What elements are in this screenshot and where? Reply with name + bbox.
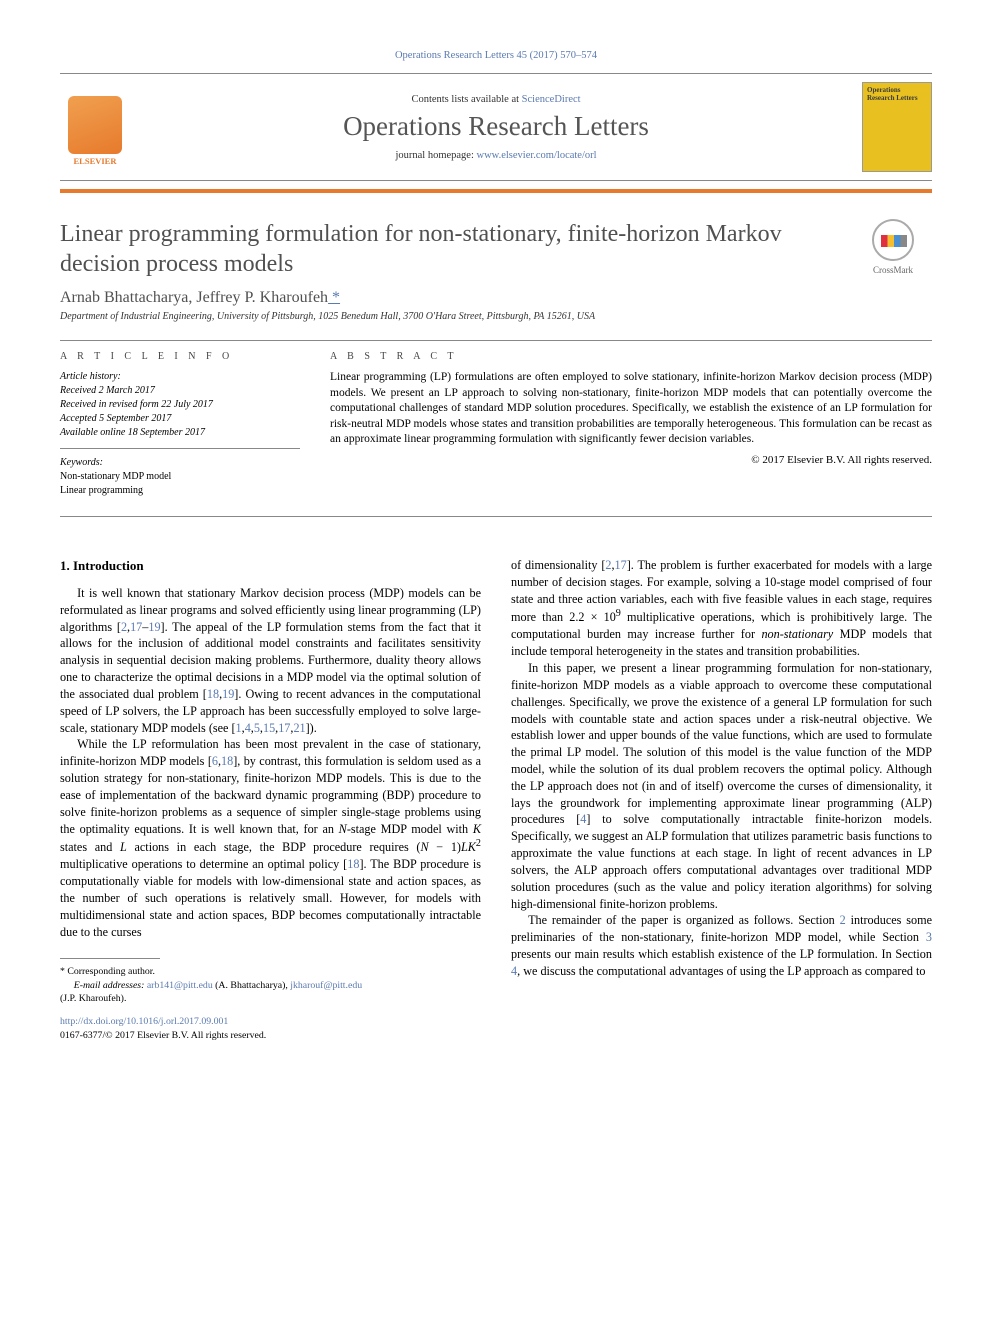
p4b: ] to solve computationally intractable f…	[511, 812, 932, 910]
keywords-label: Keywords:	[60, 457, 300, 468]
history-online: Available online 18 September 2017	[60, 426, 300, 440]
keyword-1: Non-stationary MDP model	[60, 470, 300, 484]
title-left: Linear programming formulation for non-s…	[60, 219, 838, 322]
var-L: L	[120, 840, 127, 854]
ref-link[interactable]: 19	[148, 620, 160, 634]
crossmark-label: CrossMark	[873, 265, 913, 275]
email-line: E-mail addresses: arb141@pitt.edu (A. Bh…	[60, 979, 481, 1005]
left-col-footer: * Corresponding author. E-mail addresses…	[60, 958, 481, 1042]
var-N: N	[339, 822, 347, 836]
p5a: The remainder of the paper is organized …	[528, 913, 840, 927]
ref-link[interactable]: 18	[347, 857, 359, 871]
crossmark-badge[interactable]: CrossMark	[854, 219, 932, 322]
ref-link[interactable]: 19	[222, 687, 234, 701]
homepage-prefix: journal homepage:	[395, 150, 476, 161]
divider-2	[60, 516, 932, 517]
history-received: Received 2 March 2017	[60, 384, 300, 398]
para-5: The remainder of the paper is organized …	[511, 912, 932, 979]
article-history: Article history: Received 2 March 2017 R…	[60, 370, 300, 449]
elsevier-tree-icon	[68, 96, 122, 154]
ref-link[interactable]: 17	[278, 721, 290, 735]
elsevier-logo[interactable]: ELSEVIER	[60, 88, 130, 166]
p1d: ]).	[306, 721, 317, 735]
keyword-2: Linear programming	[60, 484, 300, 498]
page-root: Operations Research Letters 45 (2017) 57…	[0, 0, 992, 1092]
p5d: , we discuss the computational advantage…	[517, 964, 925, 978]
orange-divider	[60, 189, 932, 193]
section-1-heading: 1. Introduction	[60, 557, 481, 575]
para-1: It is well known that stationary Markov …	[60, 585, 481, 736]
history-accepted: Accepted 5 September 2017	[60, 412, 300, 426]
title-block: Linear programming formulation for non-s…	[60, 219, 932, 322]
article-info-heading: A R T I C L E I N F O	[60, 351, 300, 362]
history-revised: Received in revised form 22 July 2017	[60, 398, 300, 412]
elsevier-label: ELSEVIER	[74, 156, 117, 166]
p2d: states and	[60, 840, 120, 854]
cover-title: Operations Research Letters	[867, 87, 927, 102]
issn-copyright: 0167-6377/© 2017 Elsevier B.V. All right…	[60, 1029, 481, 1043]
crossmark-icon	[872, 219, 914, 261]
masthead-center: Contents lists available at ScienceDirec…	[144, 94, 848, 161]
ref-link[interactable]: 15	[263, 721, 275, 735]
doi-link[interactable]: http://dx.doi.org/10.1016/j.orl.2017.09.…	[60, 1016, 228, 1027]
abstract-heading: A B S T R A C T	[330, 351, 932, 362]
journal-name: Operations Research Letters	[144, 111, 848, 142]
p2g: multiplicative operations to determine a…	[60, 857, 347, 871]
article-title: Linear programming formulation for non-s…	[60, 219, 838, 279]
journal-cover-thumbnail[interactable]: Operations Research Letters	[862, 82, 932, 172]
email-link-2[interactable]: jkharouf@pitt.edu	[290, 980, 362, 991]
body-columns: 1. Introduction It is well known that st…	[60, 557, 932, 1042]
copyright-line: © 2017 Elsevier B.V. All rights reserved…	[330, 454, 932, 466]
footnote-divider	[60, 958, 160, 959]
p4a: In this paper, we present a linear progr…	[511, 661, 932, 826]
p2c: -stage MDP model with	[347, 822, 473, 836]
header-citation: Operations Research Letters 45 (2017) 57…	[60, 50, 932, 61]
divider-1	[60, 340, 932, 341]
abstract-col: A B S T R A C T Linear programming (LP) …	[330, 351, 932, 498]
history-label: Article history:	[60, 370, 300, 384]
authors: Arnab Bhattacharya, Jeffrey P. Kharoufeh…	[60, 289, 838, 307]
corresponding-note: * Corresponding author.	[60, 965, 481, 978]
info-row: A R T I C L E I N F O Article history: R…	[60, 351, 932, 498]
doi-block: http://dx.doi.org/10.1016/j.orl.2017.09.…	[60, 1015, 481, 1042]
para-2: While the LP reformulation has been most…	[60, 736, 481, 940]
ref-link[interactable]: 17	[615, 558, 627, 572]
para-4: In this paper, we present a linear progr…	[511, 660, 932, 912]
email-name-1: (A. Bhattacharya),	[213, 980, 291, 991]
ref-link[interactable]: 17	[130, 620, 142, 634]
article-info-col: A R T I C L E I N F O Article history: R…	[60, 351, 300, 498]
sec-link[interactable]: 3	[926, 930, 932, 944]
homepage-link[interactable]: www.elsevier.com/locate/orl	[477, 150, 597, 161]
homepage-line: journal homepage: www.elsevier.com/locat…	[144, 150, 848, 161]
p2f: − 1)	[429, 840, 461, 854]
ref-link[interactable]: 18	[207, 687, 219, 701]
contents-prefix: Contents lists available at	[411, 94, 521, 105]
masthead: ELSEVIER Contents lists available at Sci…	[60, 73, 932, 181]
author-names: Arnab Bhattacharya, Jeffrey P. Kharoufeh	[60, 289, 328, 306]
corresponding-author-marker[interactable]: *	[328, 289, 340, 306]
contents-line: Contents lists available at ScienceDirec…	[144, 94, 848, 105]
ital-nonstationary: non-stationary	[761, 627, 833, 641]
sciencedirect-link[interactable]: ScienceDirect	[522, 94, 581, 105]
sup-2: 2	[476, 838, 481, 849]
abstract-text: Linear programming (LP) formulations are…	[330, 370, 932, 448]
email-link-1[interactable]: arb141@pitt.edu	[147, 980, 213, 991]
var-N2: N	[420, 840, 428, 854]
p3a: of dimensionality [	[511, 558, 605, 572]
p5c: presents our main results which establis…	[511, 947, 932, 961]
affiliation: Department of Industrial Engineering, Un…	[60, 311, 838, 322]
email-label: E-mail addresses:	[74, 980, 147, 991]
var-K: K	[473, 822, 481, 836]
var-LK: LK	[461, 840, 476, 854]
footnotes: * Corresponding author. E-mail addresses…	[60, 965, 481, 1005]
para-3: of dimensionality [2,17]. The problem is…	[511, 557, 932, 660]
p2e: actions in each stage, the BDP procedure…	[127, 840, 421, 854]
email-name-2: (J.P. Kharoufeh).	[60, 993, 126, 1004]
ref-link[interactable]: 18	[221, 754, 233, 768]
keywords: Non-stationary MDP model Linear programm…	[60, 470, 300, 498]
ref-link[interactable]: 21	[293, 721, 305, 735]
